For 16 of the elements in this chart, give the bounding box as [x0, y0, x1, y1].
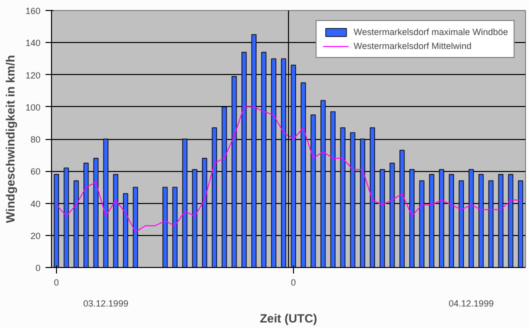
y-tick-label: 80: [30, 134, 41, 144]
y-tick-label: 0: [35, 263, 41, 273]
legend-label: Westermarkelsdorf Mittelwind: [354, 41, 472, 51]
legend-label: Westermarkelsdorf maximale Windböe: [354, 27, 508, 37]
x-axis-title: Zeit (UTC): [260, 312, 318, 326]
text: 04.12.1999: [448, 298, 494, 308]
y-tick-label: 120: [25, 70, 41, 80]
text: 03.12.1999: [83, 298, 128, 308]
y-axis-title: Windgeschwindigkeit in km/h: [3, 55, 18, 223]
y-tick-label: 140: [25, 38, 41, 48]
y-tick-label: 20: [30, 230, 41, 241]
y-tick-label: 100: [25, 102, 41, 112]
y-tick-label: 60: [30, 166, 41, 177]
y-tick-label: 40: [30, 198, 41, 209]
line-series: [56, 106, 522, 233]
y-tick-label: 160: [25, 6, 41, 16]
